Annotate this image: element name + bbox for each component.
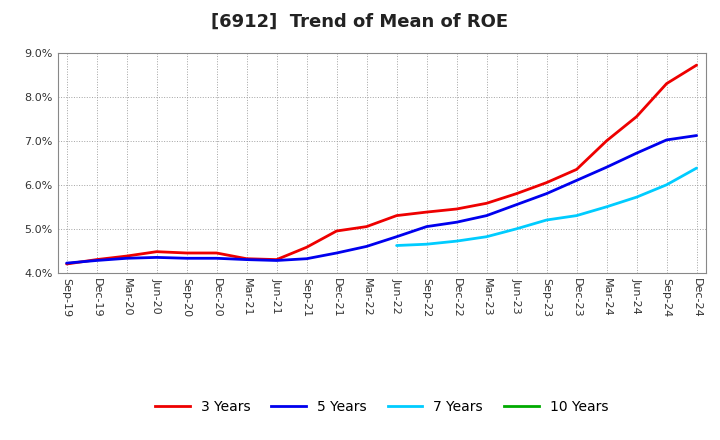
3 Years xyxy=(452,206,461,212)
3 Years xyxy=(153,249,161,254)
3 Years xyxy=(333,228,341,234)
Line: 7 Years: 7 Years xyxy=(397,168,697,246)
5 Years xyxy=(392,234,401,239)
3 Years xyxy=(182,250,191,256)
7 Years xyxy=(422,242,431,247)
3 Years xyxy=(362,224,371,229)
3 Years xyxy=(242,256,251,261)
5 Years xyxy=(572,178,581,183)
5 Years xyxy=(542,191,551,196)
3 Years xyxy=(272,257,281,262)
3 Years xyxy=(662,81,671,86)
3 Years xyxy=(92,257,101,262)
5 Years xyxy=(422,224,431,229)
5 Years xyxy=(632,150,641,156)
3 Years xyxy=(632,114,641,119)
5 Years xyxy=(153,255,161,260)
Line: 5 Years: 5 Years xyxy=(66,136,697,263)
5 Years xyxy=(272,258,281,263)
3 Years xyxy=(302,245,311,250)
5 Years xyxy=(513,202,521,207)
7 Years xyxy=(513,226,521,231)
7 Years xyxy=(572,213,581,218)
7 Years xyxy=(602,204,611,209)
7 Years xyxy=(662,182,671,187)
5 Years xyxy=(182,256,191,261)
5 Years xyxy=(62,260,71,266)
3 Years xyxy=(572,167,581,172)
5 Years xyxy=(452,220,461,225)
Text: [6912]  Trend of Mean of ROE: [6912] Trend of Mean of ROE xyxy=(212,13,508,31)
3 Years xyxy=(392,213,401,218)
5 Years xyxy=(302,256,311,261)
5 Years xyxy=(693,133,701,138)
3 Years xyxy=(62,261,71,267)
5 Years xyxy=(662,137,671,143)
5 Years xyxy=(122,256,131,261)
7 Years xyxy=(542,217,551,223)
3 Years xyxy=(693,62,701,68)
5 Years xyxy=(602,165,611,170)
5 Years xyxy=(333,250,341,256)
3 Years xyxy=(542,180,551,185)
Line: 3 Years: 3 Years xyxy=(66,65,697,264)
5 Years xyxy=(92,258,101,263)
3 Years xyxy=(482,201,491,206)
Legend: 3 Years, 5 Years, 7 Years, 10 Years: 3 Years, 5 Years, 7 Years, 10 Years xyxy=(150,394,613,419)
3 Years xyxy=(122,253,131,259)
7 Years xyxy=(693,165,701,171)
3 Years xyxy=(513,191,521,196)
5 Years xyxy=(362,244,371,249)
7 Years xyxy=(632,194,641,200)
5 Years xyxy=(482,213,491,218)
3 Years xyxy=(212,250,221,256)
7 Years xyxy=(392,243,401,248)
3 Years xyxy=(422,209,431,215)
3 Years xyxy=(602,138,611,143)
5 Years xyxy=(242,257,251,262)
7 Years xyxy=(452,238,461,244)
5 Years xyxy=(212,256,221,261)
7 Years xyxy=(482,234,491,239)
